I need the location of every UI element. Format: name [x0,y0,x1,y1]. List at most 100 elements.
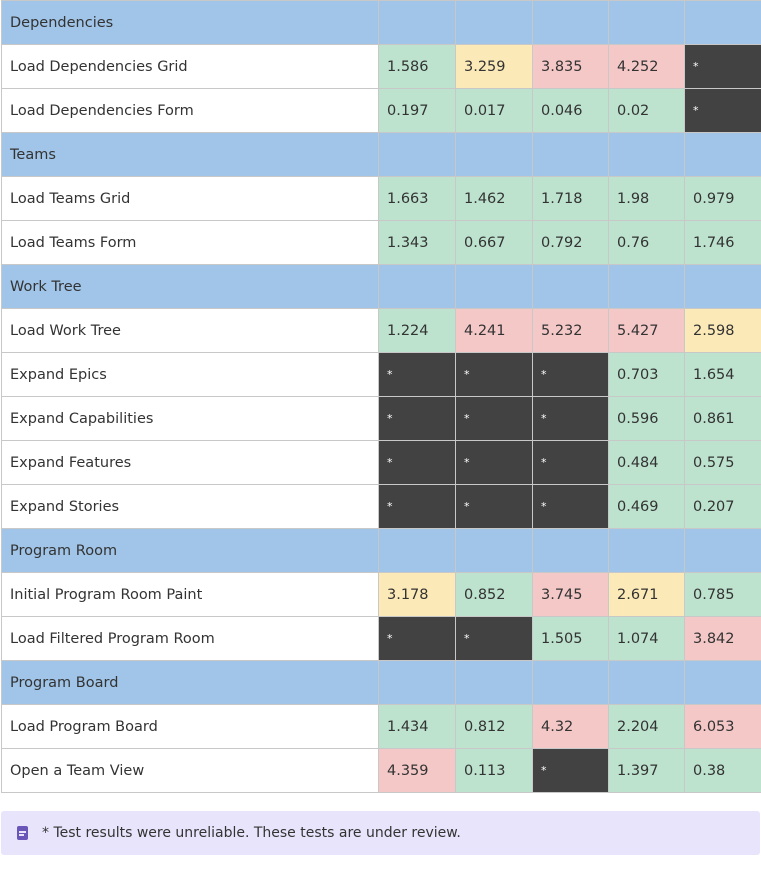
result-cell: 3.178 [378,572,456,617]
result-cell: 2.671 [608,572,685,617]
result-cell: 1.224 [378,308,456,353]
section-empty-cell [684,264,761,309]
result-cell: 0.017 [455,88,533,133]
unreliable-result-cell: * [455,352,533,397]
result-cell: 5.427 [608,308,685,353]
section-empty-cell [608,264,685,309]
test-name: Load Teams Grid [1,176,379,221]
test-name: Open a Team View [1,748,379,793]
section-empty-cell [684,132,761,177]
section-empty-cell [532,132,609,177]
result-cell: 0.792 [532,220,609,265]
table-row: Load Dependencies Grid 1.586 3.259 3.835 4.2… [1,44,761,89]
result-cell: 1.586 [378,44,456,89]
result-cell: 0.197 [378,88,456,133]
test-name: Expand Capabilities [1,396,379,441]
result-cell: 0.469 [608,484,685,529]
result-cell: 1.98 [608,176,685,221]
result-cell: 1.746 [684,220,761,265]
unreliable-result-cell: * [378,396,456,441]
result-cell: 1.434 [378,704,456,749]
table-row: Load Work Tree 1.224 4.241 5.232 5.427 2.598 [1,308,761,353]
section-empty-cell [608,0,685,45]
result-cell: 1.343 [378,220,456,265]
test-name: Expand Features [1,440,379,485]
section-title: Teams [1,132,379,177]
result-cell: 0.812 [455,704,533,749]
unreliable-result-cell: * [532,748,609,793]
unreliable-result-cell: * [684,44,761,89]
unreliable-result-cell: * [532,440,609,485]
table-row: Load Filtered Program Room * * 1.505 1.074 3.… [1,616,761,661]
section-empty-cell [608,660,685,705]
table-row: Expand Capabilities * * * 0.596 0.861 [1,396,761,441]
test-name: Expand Epics [1,352,379,397]
result-cell: 0.979 [684,176,761,221]
table-row: Expand Epics * * * 0.703 1.654 [1,352,761,397]
reliability-note-text: * Test results were unreliable. These te… [42,825,461,841]
section-empty-cell [455,660,533,705]
section-title: Work Tree [1,264,379,309]
section-header-row: Program Room [1,528,761,573]
result-cell: 1.397 [608,748,685,793]
result-cell: 0.02 [608,88,685,133]
result-cell: 3.259 [455,44,533,89]
unreliable-result-cell: * [532,352,609,397]
table-row: Load Teams Grid 1.663 1.462 1.718 1.98 0.979 [1,176,761,221]
table-row: Expand Features * * * 0.484 0.575 [1,440,761,485]
section-empty-cell [455,264,533,309]
unreliable-result-cell: * [455,396,533,441]
test-name: Load Work Tree [1,308,379,353]
test-name: Load Program Board [1,704,379,749]
table-row: Open a Team View 4.359 0.113 * 1.397 0.38 [1,748,761,793]
result-cell: 0.575 [684,440,761,485]
section-empty-cell [455,0,533,45]
result-cell: 0.596 [608,396,685,441]
result-cell: 2.204 [608,704,685,749]
result-cell: 4.32 [532,704,609,749]
section-empty-cell [608,132,685,177]
unreliable-result-cell: * [532,396,609,441]
section-empty-cell [378,264,456,309]
unreliable-result-cell: * [378,484,456,529]
unreliable-result-cell: * [455,484,533,529]
result-cell: 1.654 [684,352,761,397]
result-cell: 1.505 [532,616,609,661]
performance-report: Dependencies Load Dependencies Grid 1.586 3… [1,0,761,855]
section-empty-cell [532,264,609,309]
result-cell: 0.207 [684,484,761,529]
result-cell: 0.38 [684,748,761,793]
section-empty-cell [455,132,533,177]
table-row: Load Program Board 1.434 0.812 4.32 2.204 6.0… [1,704,761,749]
section-title: Dependencies [1,0,379,45]
unreliable-result-cell: * [455,440,533,485]
table-row: Expand Stories * * * 0.469 0.207 [1,484,761,529]
result-cell: 0.667 [455,220,533,265]
result-cell: 3.842 [684,616,761,661]
table-row: Load Teams Form 1.343 0.667 0.792 0.76 1.746 [1,220,761,265]
test-name: Load Teams Form [1,220,379,265]
section-empty-cell [684,660,761,705]
unreliable-result-cell: * [684,88,761,133]
section-empty-cell [378,660,456,705]
table-row: Initial Program Room Paint 3.178 0.852 3.74… [1,572,761,617]
test-name: Expand Stories [1,484,379,529]
section-empty-cell [608,528,685,573]
unreliable-result-cell: * [532,484,609,529]
result-cell: 0.76 [608,220,685,265]
result-cell: 3.745 [532,572,609,617]
section-empty-cell [455,528,533,573]
result-cell: 4.241 [455,308,533,353]
test-name: Load Dependencies Form [1,88,379,133]
section-empty-cell [532,660,609,705]
result-cell: 4.252 [608,44,685,89]
section-empty-cell [684,528,761,573]
result-cell: 1.663 [378,176,456,221]
result-cell: 0.785 [684,572,761,617]
test-name: Load Filtered Program Room [1,616,379,661]
section-empty-cell [532,0,609,45]
performance-table: Dependencies Load Dependencies Grid 1.586 3… [1,0,761,793]
result-cell: 6.053 [684,704,761,749]
section-empty-cell [378,0,456,45]
section-header-row: Teams [1,132,761,177]
